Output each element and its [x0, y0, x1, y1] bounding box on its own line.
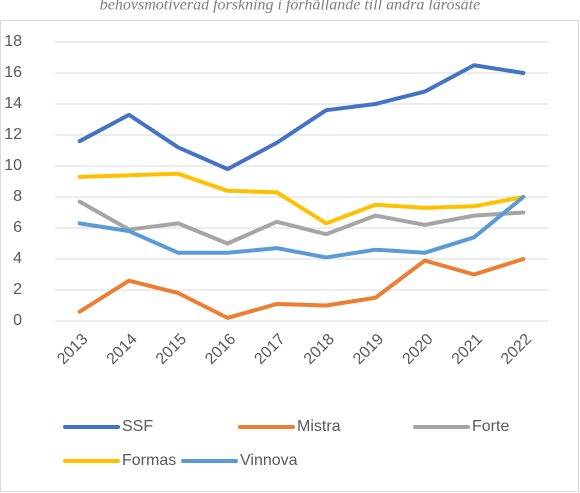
- chart-border: [0, 20, 579, 492]
- x-tick-label: 2022: [498, 331, 535, 368]
- line-series: [77, 257, 526, 320]
- y-tick-label: 12: [4, 126, 22, 143]
- y-tick-label: 6: [13, 219, 22, 236]
- line-series: [77, 63, 526, 172]
- y-tick-label: 18: [4, 33, 22, 50]
- legend-label: Formas: [122, 452, 176, 469]
- y-tick-label: 0: [13, 312, 22, 329]
- line-series: [77, 171, 526, 226]
- legend-label: Mistra: [297, 418, 341, 435]
- x-tick-label: 2020: [399, 331, 436, 368]
- x-tick-label: 2017: [251, 331, 288, 368]
- y-tick-label: 4: [13, 250, 22, 267]
- line-series: [77, 195, 526, 260]
- x-tick-label: 2021: [449, 331, 486, 368]
- legend-label: Forte: [472, 418, 509, 435]
- x-tick-label: 2015: [153, 331, 190, 368]
- x-tick-label: 2018: [301, 331, 338, 368]
- legend-label: Vinnova: [240, 452, 298, 469]
- y-tick-label: 16: [4, 64, 22, 81]
- y-tick-label: 10: [4, 157, 22, 174]
- y-tick-label: 8: [13, 188, 22, 205]
- line-series: [77, 199, 526, 246]
- x-tick-label: 2019: [350, 331, 387, 368]
- y-tick-label: 14: [4, 95, 22, 112]
- legend-label: SSF: [122, 418, 153, 435]
- x-tick-label: 2014: [104, 331, 141, 368]
- chart-title: behovsmotiverad forskning i förhållande …: [100, 0, 480, 14]
- x-tick-label: 2016: [202, 331, 239, 368]
- x-tick-label: 2013: [54, 331, 91, 368]
- y-tick-label: 2: [13, 281, 22, 298]
